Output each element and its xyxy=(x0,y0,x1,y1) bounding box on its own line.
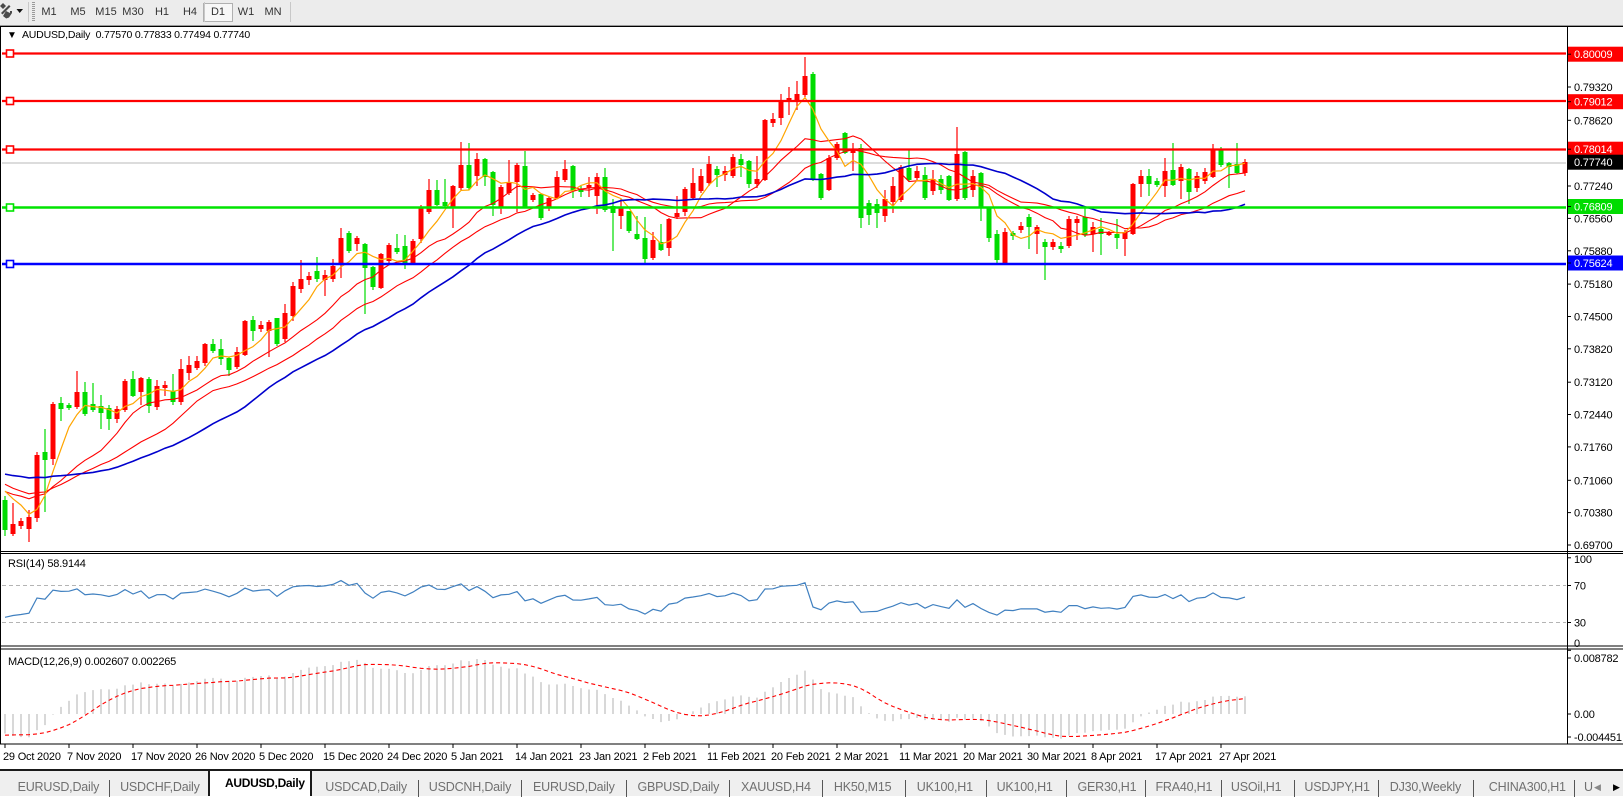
svg-text:0.73820: 0.73820 xyxy=(1574,344,1612,356)
svg-text:0.72440: 0.72440 xyxy=(1574,410,1612,422)
svg-text:0.79012: 0.79012 xyxy=(1574,97,1612,109)
svg-text:0.008782: 0.008782 xyxy=(1574,653,1618,665)
svg-text:0.73120: 0.73120 xyxy=(1574,377,1612,389)
svg-text:0.78620: 0.78620 xyxy=(1574,115,1612,127)
svg-text:11 Mar 2021: 11 Mar 2021 xyxy=(899,751,958,763)
svg-text:30 Mar 2021: 30 Mar 2021 xyxy=(1027,751,1087,763)
svg-text:100: 100 xyxy=(1574,554,1592,566)
svg-text:0.74500: 0.74500 xyxy=(1574,312,1612,324)
svg-text:0.76560: 0.76560 xyxy=(1574,213,1612,225)
svg-text:0.80009: 0.80009 xyxy=(1574,49,1612,61)
svg-text:17 Nov 2020: 17 Nov 2020 xyxy=(131,751,191,763)
svg-text:7 Nov 2020: 7 Nov 2020 xyxy=(67,751,121,763)
svg-text:MACD(12,26,9) 0.002607 0.00226: MACD(12,26,9) 0.002607 0.002265 xyxy=(8,656,176,668)
svg-text:0.75624: 0.75624 xyxy=(1574,258,1612,270)
svg-text:17 Apr 2021: 17 Apr 2021 xyxy=(1155,751,1212,763)
svg-text:5 Dec 2020: 5 Dec 2020 xyxy=(259,751,313,763)
svg-text:0.75880: 0.75880 xyxy=(1574,246,1612,258)
svg-text:0.69700: 0.69700 xyxy=(1574,540,1612,552)
svg-text:70: 70 xyxy=(1574,581,1586,593)
svg-text:14 Jan 2021: 14 Jan 2021 xyxy=(515,751,573,763)
svg-text:0.71760: 0.71760 xyxy=(1574,442,1612,454)
svg-text:0.76809: 0.76809 xyxy=(1574,202,1612,214)
svg-text:20 Feb 2021: 20 Feb 2021 xyxy=(771,751,831,763)
svg-text:20 Mar 2021: 20 Mar 2021 xyxy=(963,751,1023,763)
svg-text:0: 0 xyxy=(1574,638,1580,650)
svg-text:0.71060: 0.71060 xyxy=(1574,475,1612,487)
svg-text:26 Nov 2020: 26 Nov 2020 xyxy=(195,751,255,763)
svg-text:11 Feb 2021: 11 Feb 2021 xyxy=(707,751,766,763)
svg-text:-0.004451: -0.004451 xyxy=(1574,732,1622,744)
svg-text:0.70380: 0.70380 xyxy=(1574,508,1612,520)
svg-text:2 Feb 2021: 2 Feb 2021 xyxy=(643,751,697,763)
svg-text:15 Dec 2020: 15 Dec 2020 xyxy=(323,751,383,763)
svg-text:0.78014: 0.78014 xyxy=(1574,144,1612,156)
svg-text:2 Mar 2021: 2 Mar 2021 xyxy=(835,751,889,763)
svg-text:0.77740: 0.77740 xyxy=(1574,157,1612,169)
svg-text:8 Apr 2021: 8 Apr 2021 xyxy=(1091,751,1142,763)
svg-text:RSI(14) 58.9144: RSI(14) 58.9144 xyxy=(8,558,86,570)
svg-text:29 Oct 2020: 29 Oct 2020 xyxy=(3,751,61,763)
svg-text:5 Jan 2021: 5 Jan 2021 xyxy=(451,751,504,763)
svg-text:0.77240: 0.77240 xyxy=(1574,181,1612,193)
svg-text:0.00: 0.00 xyxy=(1574,709,1595,721)
svg-text:30: 30 xyxy=(1574,618,1586,630)
svg-text:0.75180: 0.75180 xyxy=(1574,279,1612,291)
svg-text:27 Apr 2021: 27 Apr 2021 xyxy=(1219,751,1276,763)
svg-text:24 Dec 2020: 24 Dec 2020 xyxy=(387,751,447,763)
svg-text:23 Jan 2021: 23 Jan 2021 xyxy=(579,751,637,763)
svg-text:0.79320: 0.79320 xyxy=(1574,82,1612,94)
